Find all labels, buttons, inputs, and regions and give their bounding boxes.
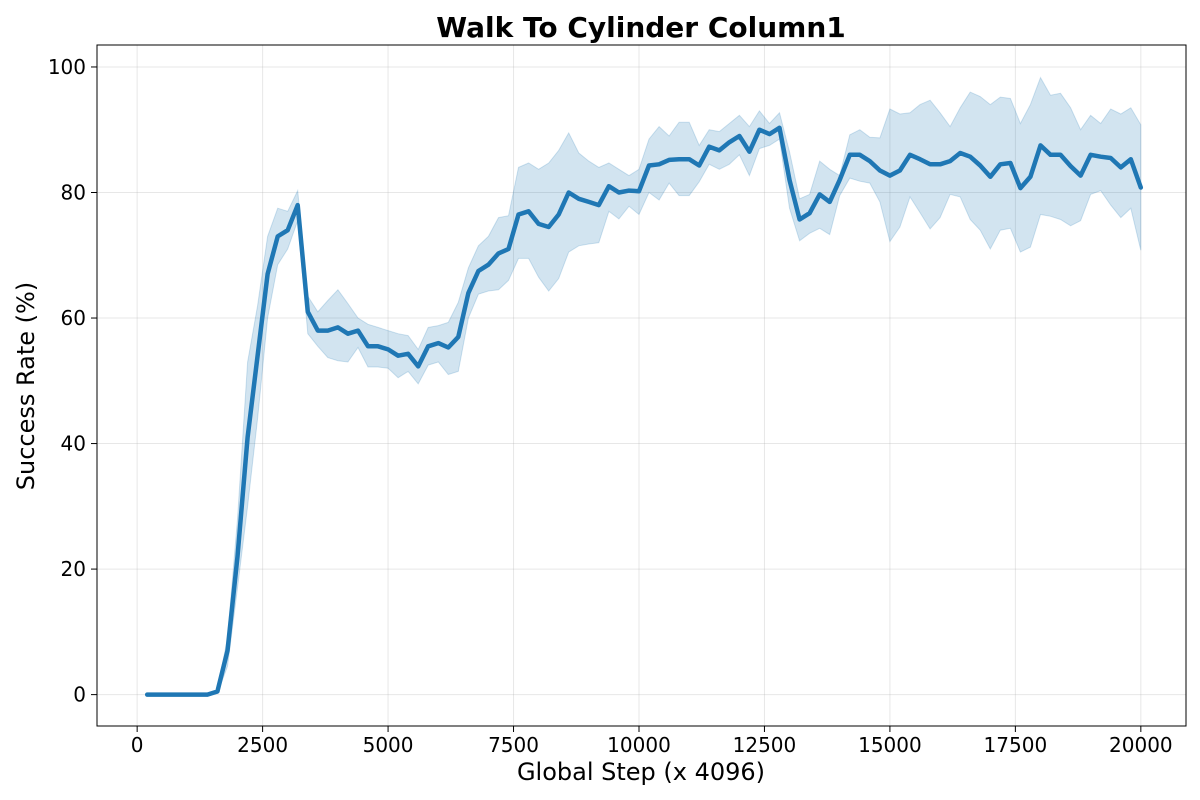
- y-tick-label: 100: [48, 55, 86, 79]
- x-tick-label: 0: [131, 733, 144, 757]
- x-tick-label: 2500: [237, 733, 288, 757]
- y-tick-label: 60: [61, 306, 86, 330]
- y-tick-label: 0: [73, 683, 86, 707]
- x-tick-label: 15000: [858, 733, 922, 757]
- confidence-band: [147, 76, 1142, 696]
- plot-area-frame: [96, 44, 1187, 727]
- y-tick-label: 40: [61, 432, 86, 456]
- y-tick-label: 20: [61, 557, 86, 581]
- chart-title: Walk To Cylinder Column1: [436, 11, 846, 44]
- x-axis-label: Global Step (x 4096): [517, 758, 765, 786]
- x-tick-label: 17500: [984, 733, 1048, 757]
- x-tick-label: 10000: [607, 733, 671, 757]
- x-axis-ticks: 0 2500 5000 7500 10000 12500 15000 17500 20000: [131, 726, 1173, 757]
- x-tick-label: 12500: [733, 733, 797, 757]
- x-tick-label: 5000: [363, 733, 414, 757]
- x-tick-label: 7500: [488, 733, 539, 757]
- y-axis-ticks: 0 20 40 60 80 100: [48, 55, 97, 707]
- success-rate-line: [144, 125, 1144, 697]
- series-line-layer: [144, 125, 1144, 697]
- y-tick-label: 80: [61, 180, 86, 204]
- y-axis-label: Success Rate (%): [12, 282, 40, 490]
- confidence-band-layer: [147, 76, 1142, 696]
- x-tick-label: 20000: [1109, 733, 1173, 757]
- grid: [97, 45, 1186, 726]
